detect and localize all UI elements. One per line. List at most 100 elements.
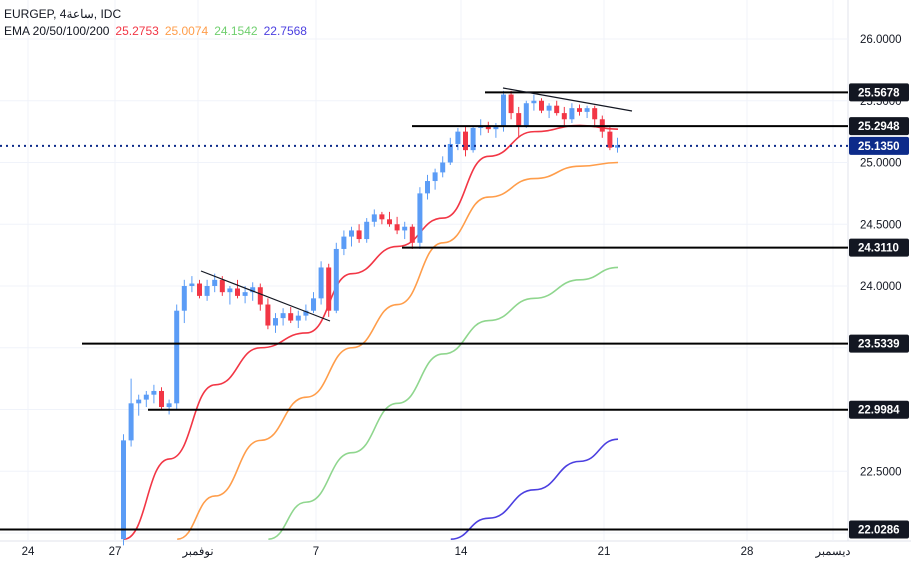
level-price-label: 25.5678 [858,87,900,99]
y-tick-label: 24.5000 [860,219,902,231]
candle-body [197,283,202,296]
ema50-value: 25.0074 [164,24,209,38]
ema200-line [450,438,619,540]
candle-body [493,126,499,130]
candle-body [349,230,354,237]
y-tick-label: 25.0000 [860,158,902,170]
candle-body [379,214,385,220]
candle-body [371,214,377,222]
trendlines [200,87,633,322]
candle-body [250,287,256,293]
candles [121,90,620,546]
current-price-label: 25.1350 [858,141,900,153]
candle-body [181,286,187,311]
level-price-label: 22.9984 [858,405,900,417]
candle-body [455,131,461,144]
candle-body [387,219,392,225]
candle-body [333,248,339,311]
candle-body [432,172,438,182]
grid [0,0,911,542]
candle-body [326,267,332,311]
level-price-tag [849,520,909,539]
ema100-value: 24.1542 [214,24,258,38]
candle-body [463,131,468,151]
y-tick-label: 26.0000 [860,34,902,46]
candle-body [485,125,491,130]
current-price-tag [849,136,909,155]
y-tick-label: 24.0000 [860,281,902,293]
candle-body [166,403,172,408]
candle-body [569,108,575,120]
candle-body [554,105,560,114]
x-tick-label: ديسمبر [814,546,850,558]
ema-lines [123,124,619,540]
candle-body [235,288,240,296]
candle-body [189,283,195,286]
ema200-value: 22.7568 [263,24,307,38]
candle-body [295,315,301,321]
ema20-value: 25.2753 [115,24,159,38]
candle-body [273,318,278,326]
candle-body [539,100,544,111]
candle-body [447,143,453,163]
candle-body [592,108,598,120]
ema-label[interactable]: EMA 20/50/100/200 [4,24,110,38]
candle-body [174,310,180,404]
candle-body [516,113,522,126]
candle-body [364,221,370,240]
candle-body [341,236,347,249]
candle-body [128,403,134,441]
ema100-line [268,266,619,540]
x-tick-label: نوفمبر [181,546,213,558]
candle-body [151,390,157,395]
ema50-line [177,161,619,540]
time-axis[interactable]: 24 27 نوفمبر 7 14 21 28 ديسمبر [22,546,851,558]
horizontal-levels [0,91,848,531]
legend-symbol-row: EURGEP, 4ساعة, IDC [4,6,313,23]
candle-body [561,113,567,120]
candle-body [409,226,415,243]
chart-legend: EURGEP, 4ساعة, IDC EMA 20/50/100/200 25.2… [4,6,313,40]
candle-body [257,287,263,305]
candle-body [577,108,582,112]
candle-body [417,193,423,243]
x-tick-label: 28 [741,546,754,558]
price-axis[interactable]: 26.000025.500025.000024.500024.000023.50… [849,34,909,540]
candle-body [584,108,590,112]
candle-body [501,94,506,127]
x-tick-label: 24 [22,546,35,558]
candle-body [280,313,286,319]
level-price-tag [849,334,909,353]
level-price-label: 25.2948 [858,121,900,133]
candle-body [303,310,309,316]
candle-body [440,162,446,173]
candle-body [204,286,210,296]
candle-body [288,313,294,321]
candle-body [546,105,552,111]
level-price-tag [849,117,909,136]
candle-body [425,181,430,194]
level-price-label: 24.3110 [858,243,899,255]
candle-body [402,226,408,231]
symbol-title[interactable]: EURGEP, 4ساعة, IDC [4,7,122,21]
x-tick-label: 21 [598,546,611,558]
trendline-1 [200,270,331,322]
legend-ema-row: EMA 20/50/100/200 25.2753 25.0074 24.1542 22… [4,23,313,40]
candle-body [531,100,537,104]
candle-body [523,103,529,126]
x-tick-label: 27 [109,546,122,558]
level-price-tag [849,238,909,257]
x-tick-label: 7 [313,546,319,558]
candle-body [242,292,248,296]
y-tick-label: 22.5000 [860,466,902,478]
candle-body [212,279,218,286]
level-price-label: 23.5339 [858,339,900,351]
candle-body [311,298,316,311]
candle-body [227,288,233,293]
candle-body [219,279,225,293]
candle-body [265,304,271,326]
candle-body [615,145,620,148]
candle-body [356,230,362,240]
candle-body [143,394,149,400]
